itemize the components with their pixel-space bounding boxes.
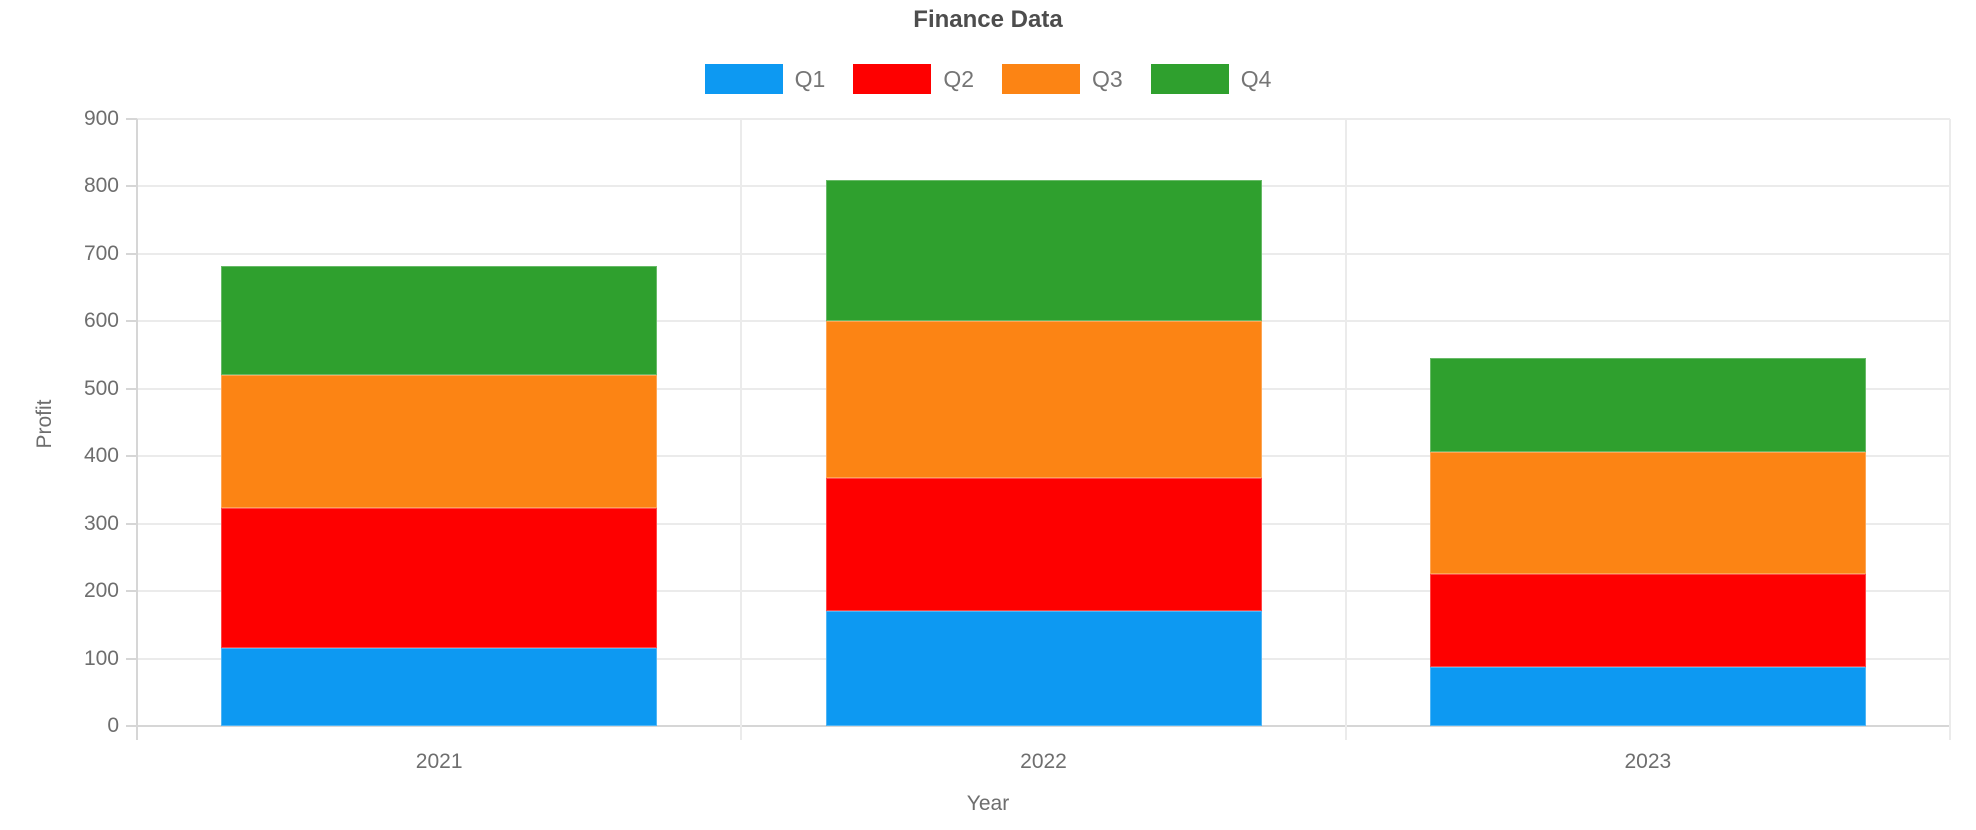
x-category-label-2021: 2021 — [415, 750, 463, 773]
x-category-label-2022: 2022 — [1020, 750, 1067, 773]
y-tick-mark — [126, 522, 137, 525]
y-tick-mark — [126, 320, 137, 323]
bar-2023-q3 — [1429, 452, 1866, 575]
bar-2022-q2 — [825, 477, 1262, 612]
bar-2022-q1 — [825, 611, 1262, 726]
legend-swatch-q1 — [704, 64, 783, 94]
legend-item-q2[interactable]: Q2 — [853, 64, 974, 94]
category-separator-line — [1949, 119, 1951, 740]
y-tick-label-400: 400 — [83, 444, 119, 468]
x-axis-title: Year — [966, 792, 1010, 815]
legend-item-q4[interactable]: Q4 — [1150, 64, 1272, 94]
bar-2023-q1 — [1429, 667, 1866, 726]
y-axis-line — [136, 119, 138, 740]
y-tick-label-200: 200 — [83, 579, 119, 603]
bar-2022-q4 — [825, 179, 1262, 322]
y-tick-mark — [126, 387, 137, 390]
y-tick-label-100: 100 — [83, 646, 119, 670]
y-tick-mark — [126, 725, 137, 727]
legend-swatch-q3 — [1002, 64, 1080, 94]
legend-swatch-q2 — [853, 64, 932, 94]
category-separator-line — [1344, 119, 1347, 740]
x-category-label-2023: 2023 — [1624, 750, 1672, 773]
bar-2023-q4 — [1429, 358, 1866, 453]
y-tick-mark — [126, 657, 137, 660]
y-axis-title: Profit — [33, 399, 56, 449]
y-tick-label-800: 800 — [83, 174, 119, 198]
legend-label: Q1 — [794, 65, 826, 92]
legend-item-q3[interactable]: Q3 — [1002, 64, 1123, 94]
legend-item-q1[interactable]: Q1 — [704, 64, 826, 94]
legend-label: Q3 — [1092, 65, 1123, 92]
bar-2023-q2 — [1429, 574, 1866, 668]
y-tick-mark — [126, 185, 137, 188]
bar-2021-q3 — [221, 375, 658, 509]
y-tick-label-900: 900 — [83, 107, 119, 130]
bar-2021-q2 — [221, 508, 658, 649]
y-tick-label-500: 500 — [83, 376, 119, 400]
y-tick-label-0: 0 — [107, 714, 119, 737]
y-tick-mark — [126, 455, 137, 458]
gridline-y-900 — [137, 118, 1950, 120]
y-tick-label-300: 300 — [83, 511, 119, 535]
category-separator-line — [740, 119, 743, 740]
legend-label: Q4 — [1240, 65, 1272, 92]
chart-legend: Q1 Q2 Q3 Q4 — [0, 64, 1976, 94]
y-tick-mark — [126, 118, 137, 120]
y-tick-label-600: 600 — [83, 309, 119, 333]
x-axis-line — [137, 725, 1950, 727]
y-tick-mark — [126, 590, 137, 593]
legend-label: Q2 — [943, 65, 974, 92]
bar-2022-q3 — [825, 321, 1262, 478]
legend-swatch-q4 — [1150, 64, 1229, 94]
y-tick-label-700: 700 — [83, 241, 119, 265]
chart-title: Finance Data — [913, 6, 1063, 33]
y-tick-mark — [126, 252, 137, 255]
bar-2021-q1 — [221, 648, 658, 726]
plot-area — [137, 118, 1951, 740]
bar-2021-q4 — [221, 266, 658, 376]
